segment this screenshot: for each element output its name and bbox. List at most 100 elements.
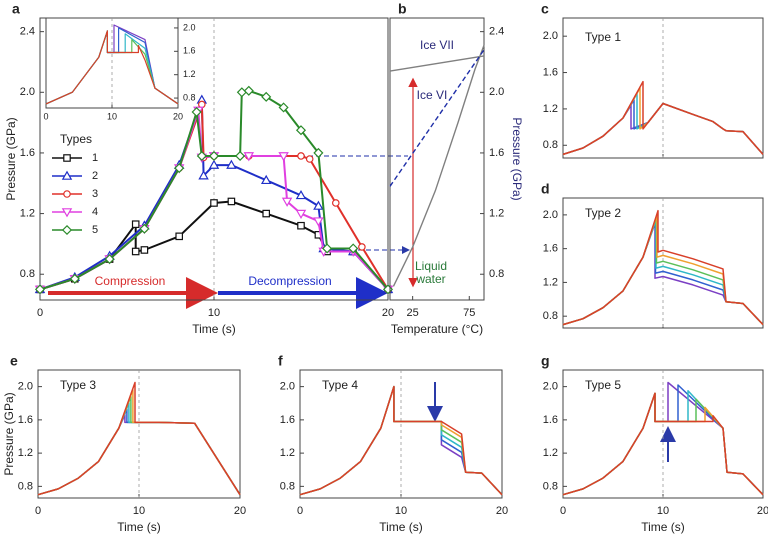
y-tick-label: 2.0 [543, 209, 558, 221]
point [236, 87, 247, 98]
point [191, 106, 202, 118]
x-tick-label: 20 [382, 307, 394, 319]
series-line [45, 30, 179, 105]
x-tick-label: 10 [208, 307, 220, 319]
annotation: water [415, 272, 445, 286]
series-line [562, 222, 764, 326]
point [313, 200, 324, 210]
legend-label: 3 [92, 188, 98, 200]
legend-label: 5 [92, 224, 98, 236]
x-tick-label: 20 [173, 111, 183, 121]
point [131, 247, 140, 256]
y-tick-label: 1.2 [183, 69, 196, 79]
y-tick-label: 0.8 [543, 310, 558, 322]
x-tick-label: 0 [43, 111, 48, 121]
y-tick-label: 1.6 [280, 414, 295, 426]
series-line [389, 55, 485, 72]
series-line [562, 209, 764, 326]
point [331, 199, 340, 207]
annotation: Type 2 [585, 206, 621, 220]
x-tick-label: 0 [37, 307, 43, 319]
y-tick-label: 2.0 [543, 381, 558, 393]
point [313, 217, 324, 227]
point [243, 85, 254, 96]
x-tick-label: 10 [395, 505, 407, 517]
point [295, 209, 307, 219]
point [139, 223, 150, 234]
legend-marker [61, 208, 73, 218]
series-line [39, 89, 389, 291]
x-tick-label: 0 [297, 505, 303, 517]
x-tick-label: 10 [133, 505, 145, 517]
y-tick-label: 0.8 [18, 480, 33, 492]
y-tick-label: 0.8 [489, 268, 504, 280]
point [260, 174, 272, 185]
point [297, 152, 305, 160]
point [295, 189, 307, 200]
point [208, 159, 220, 169]
y-tick-label: 1.2 [20, 207, 35, 219]
panel-label: c [541, 1, 549, 17]
point [175, 232, 184, 241]
point [208, 150, 220, 162]
x-tick-label: 20 [496, 505, 508, 517]
panel-label: f [278, 353, 283, 369]
y-tick-label: 2.0 [183, 22, 196, 32]
annotation: Type 5 [585, 378, 621, 392]
y-tick-label: 1.6 [543, 243, 558, 255]
legend-title: Types [60, 132, 92, 146]
y-tick-label: 2.4 [20, 26, 35, 38]
point [348, 243, 359, 254]
y-tick-label: 1.2 [18, 447, 33, 459]
annotation: Type 4 [322, 378, 358, 392]
point [243, 152, 255, 162]
x-axis-label: Temperature (°C) [391, 322, 483, 336]
x-tick-label: 20 [757, 505, 768, 517]
legend-label: 4 [92, 206, 98, 218]
x-tick-label: 10 [657, 505, 669, 517]
legend-marker [61, 170, 73, 180]
x-axis-label: Time (s) [117, 520, 161, 534]
y-tick-label: 0.8 [183, 92, 196, 102]
y-tick-label: 1.6 [543, 414, 558, 426]
x-axis-label: Time (s) [379, 520, 423, 534]
y-tick-label: 0.8 [543, 139, 558, 151]
y-tick-label: 0.8 [20, 268, 35, 280]
point [313, 147, 324, 158]
y-tick-label: 1.6 [543, 66, 558, 78]
point [227, 197, 236, 206]
point [262, 209, 271, 218]
y-tick-label: 1.2 [489, 207, 504, 219]
x-tick-label: 0 [35, 505, 41, 517]
y-tick-label: 1.6 [183, 46, 196, 56]
y-tick-label: 2.0 [489, 86, 504, 98]
point [140, 246, 149, 254]
annotation: Liquid [415, 259, 447, 273]
point [131, 220, 140, 228]
legend-marker [61, 224, 73, 236]
legend-label: 2 [92, 170, 98, 182]
point [235, 150, 246, 162]
y-tick-label: 2.0 [280, 381, 295, 393]
panel-label: d [541, 181, 550, 197]
point [322, 243, 333, 254]
point [198, 170, 209, 180]
y-tick-label: 2.0 [18, 381, 33, 393]
annotation: Decompression [248, 274, 331, 288]
legend-marker [63, 154, 71, 162]
x-tick-label: 20 [234, 505, 246, 517]
x-tick-label: 75 [463, 307, 475, 319]
point [104, 254, 115, 265]
annotation: Ice VI [417, 88, 448, 102]
point [297, 221, 305, 230]
point [174, 163, 185, 174]
point [278, 102, 289, 113]
y-tick-label: 0.8 [543, 480, 558, 492]
y-tick-label: 1.2 [543, 276, 558, 288]
series-line [389, 49, 485, 187]
point [198, 100, 206, 109]
y-tick-label: 1.6 [489, 147, 504, 159]
annotation: Type 1 [585, 30, 621, 44]
legend-label: 1 [92, 152, 98, 164]
